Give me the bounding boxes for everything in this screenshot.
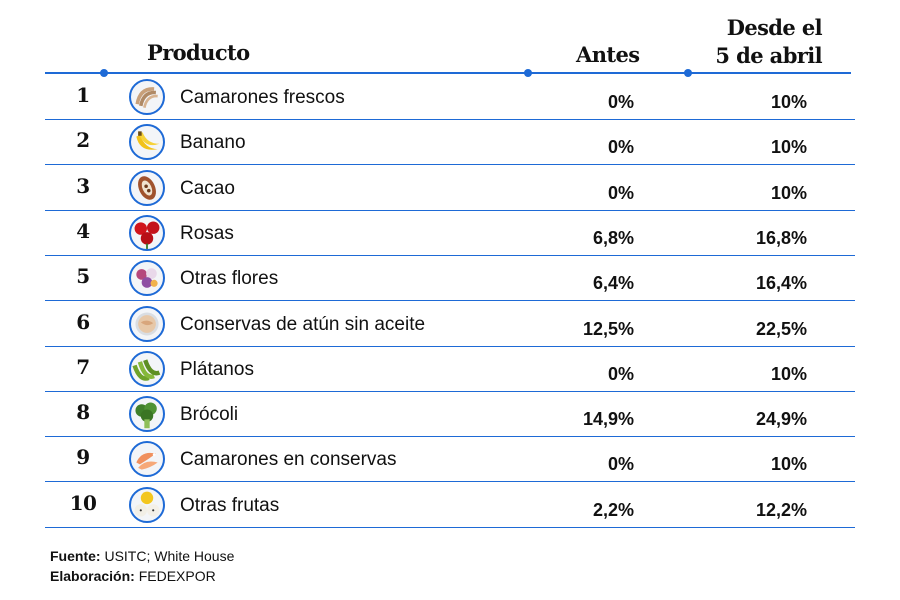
footer-source: Fuente: USITC; White House xyxy=(50,548,234,564)
rank-number: 3 xyxy=(76,173,90,198)
tariff-after: 16,4% xyxy=(755,273,807,294)
header-dot-antes xyxy=(524,69,532,77)
product-name: Otras flores xyxy=(180,268,279,290)
footer-source-label: Fuente: xyxy=(50,548,101,564)
table-row: 6 Conservas de atún sin aceite 12,5% 22,5% xyxy=(45,302,855,347)
table-row: 2 Banano 0% 10% xyxy=(45,120,855,166)
row-divider xyxy=(45,209,855,211)
shrimp-icon xyxy=(129,79,165,115)
rank-number: 7 xyxy=(76,354,90,379)
product-name: Conservas de atún sin aceite xyxy=(180,313,426,335)
row-divider xyxy=(45,119,855,120)
tariff-before: 6,8% xyxy=(592,227,634,248)
product-name: Plátanos xyxy=(180,358,254,380)
rank-number: 10 xyxy=(69,490,97,515)
row-divider xyxy=(45,526,855,528)
tariff-after: 24,9% xyxy=(755,409,807,430)
tariff-after: 10% xyxy=(770,363,807,384)
header-antes: Antes xyxy=(576,42,640,67)
rank-number: 1 xyxy=(76,83,90,107)
tariff-before: 6,4% xyxy=(592,273,634,294)
product-name: Cacao xyxy=(180,177,235,199)
rank-number: 6 xyxy=(76,309,90,334)
rank-number: 9 xyxy=(76,445,90,470)
row-divider xyxy=(45,254,855,256)
header-desde-line2: 5 de abril xyxy=(715,43,822,68)
broccoli-icon xyxy=(129,396,165,433)
tariff-after: 10% xyxy=(770,182,807,203)
tariff-before: 2,2% xyxy=(592,499,634,520)
row-divider xyxy=(45,300,855,302)
canned-shrimp-icon xyxy=(129,441,165,478)
tariff-after: 10% xyxy=(770,454,807,475)
rank-number: 8 xyxy=(76,400,90,425)
row-divider xyxy=(45,390,855,392)
rank-number: 2 xyxy=(76,128,90,153)
rose-icon xyxy=(129,214,165,251)
footer-credit: Elaboración: FEDEXPOR xyxy=(50,568,216,584)
header-producto: Producto xyxy=(147,40,250,65)
table-row: 8 Brócoli 14,9% 24,9% xyxy=(45,392,855,438)
table-row: 4 Rosas 6,8% 16,8% xyxy=(45,211,855,256)
fruits-icon xyxy=(129,486,165,523)
tariff-after: 22,5% xyxy=(755,318,807,339)
tariff-before: 0% xyxy=(607,363,634,384)
product-name: Camarones en conservas xyxy=(180,449,397,471)
plantain-icon xyxy=(129,350,165,387)
table-row: 1 Camarones frescos 0% 10% xyxy=(45,75,855,120)
tariff-after: 10% xyxy=(770,137,807,158)
rank-number: 5 xyxy=(76,264,90,289)
tariff-before: 0% xyxy=(607,182,634,203)
tariff-after: 10% xyxy=(770,92,807,112)
rank-number: 4 xyxy=(76,218,90,243)
cacao-icon xyxy=(129,169,165,206)
tariff-before: 14,9% xyxy=(582,409,634,430)
product-name: Rosas xyxy=(180,222,234,244)
header-desde-line1: Desde el xyxy=(726,15,823,40)
tuna-can-icon xyxy=(129,305,165,342)
footer-source-value: USITC; White House xyxy=(104,548,235,564)
header-dot-desde xyxy=(684,69,692,77)
table-row: 10 Otras frutas 2,2% 12,2% xyxy=(45,483,855,528)
footer-credit-value: FEDEXPOR xyxy=(138,568,216,584)
tariff-before: 0% xyxy=(607,137,634,158)
tariff-after: 16,8% xyxy=(755,227,807,248)
row-divider xyxy=(45,164,855,166)
product-name: Otras frutas xyxy=(180,494,280,516)
product-name: Brócoli xyxy=(180,404,239,426)
header-desde: Desde el 5 de abril xyxy=(715,14,822,70)
tariff-before: 0% xyxy=(607,92,634,112)
tariff-before: 12,5% xyxy=(582,318,634,339)
footer-credit-label: Elaboración: xyxy=(50,568,135,584)
flowers-icon xyxy=(129,260,165,297)
banana-icon xyxy=(129,124,165,161)
row-divider xyxy=(45,481,855,483)
header-rule xyxy=(45,72,851,74)
header-dot-producto xyxy=(100,69,108,77)
table-row: 9 Camarones en conservas 0% 10% xyxy=(45,437,855,483)
product-name: Banano xyxy=(180,132,246,154)
table-row: 5 Otras flores 6,4% 16,4% xyxy=(45,256,855,302)
tariff-after: 12,2% xyxy=(755,499,807,520)
tariff-before: 0% xyxy=(607,454,634,475)
row-divider xyxy=(45,436,855,438)
table-row: 7 Plátanos 0% 10% xyxy=(45,347,855,392)
table-row: 3 Cacao 0% 10% xyxy=(45,166,855,211)
row-divider xyxy=(45,345,855,347)
product-name: Camarones frescos xyxy=(180,87,345,108)
